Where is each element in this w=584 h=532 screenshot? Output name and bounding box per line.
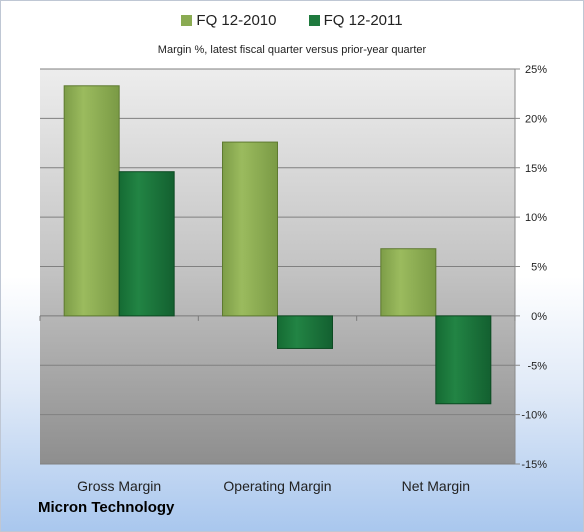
company-name: Micron Technology <box>38 499 175 516</box>
legend-item-series-2: FQ 12-2011 <box>308 12 403 29</box>
bar-series-2-operating-margin <box>277 315 333 349</box>
bar-series-1-operating-margin <box>222 141 278 317</box>
y-tick-label: -10% <box>521 410 547 422</box>
y-tick-label: 5% <box>531 262 547 274</box>
y-tick-label: 15% <box>525 163 547 175</box>
y-axis: 25% 20% 15% 10% 5% 0% -5% -10% -15% <box>514 64 547 471</box>
bar-series-1-net-margin <box>380 248 437 317</box>
y-tick-label: -5% <box>527 360 547 372</box>
legend-label-series-2: FQ 12-2011 <box>323 12 403 29</box>
y-tick-label: -15% <box>521 459 547 471</box>
legend-item-series-1: FQ 12-2010 <box>181 12 276 29</box>
x-tick-label: Net Margin <box>402 478 470 494</box>
y-tick-label: 25% <box>525 64 547 76</box>
bar-series-2-gross-margin <box>118 171 175 317</box>
y-tick-label: 0% <box>531 311 547 323</box>
x-axis: Gross Margin Operating Margin Net Margin <box>39 315 516 494</box>
legend-label-series-1: FQ 12-2010 <box>196 12 277 29</box>
x-tick-label: Gross Margin <box>77 478 161 494</box>
legend-swatch-series-1 <box>181 15 193 26</box>
legend-swatch-series-2 <box>308 15 320 26</box>
bars <box>63 85 492 405</box>
chart-subtitle: Margin %, latest fiscal quarter versus p… <box>157 44 427 56</box>
x-tick-label: Operating Margin <box>223 478 331 494</box>
bar-series-2-net-margin <box>435 315 492 405</box>
chart-legend: FQ 12-2010 FQ 12-2011 <box>0 12 584 29</box>
y-tick-label: 20% <box>525 113 547 125</box>
y-tick-label: 10% <box>525 212 547 224</box>
bar-series-1-gross-margin <box>63 85 120 317</box>
